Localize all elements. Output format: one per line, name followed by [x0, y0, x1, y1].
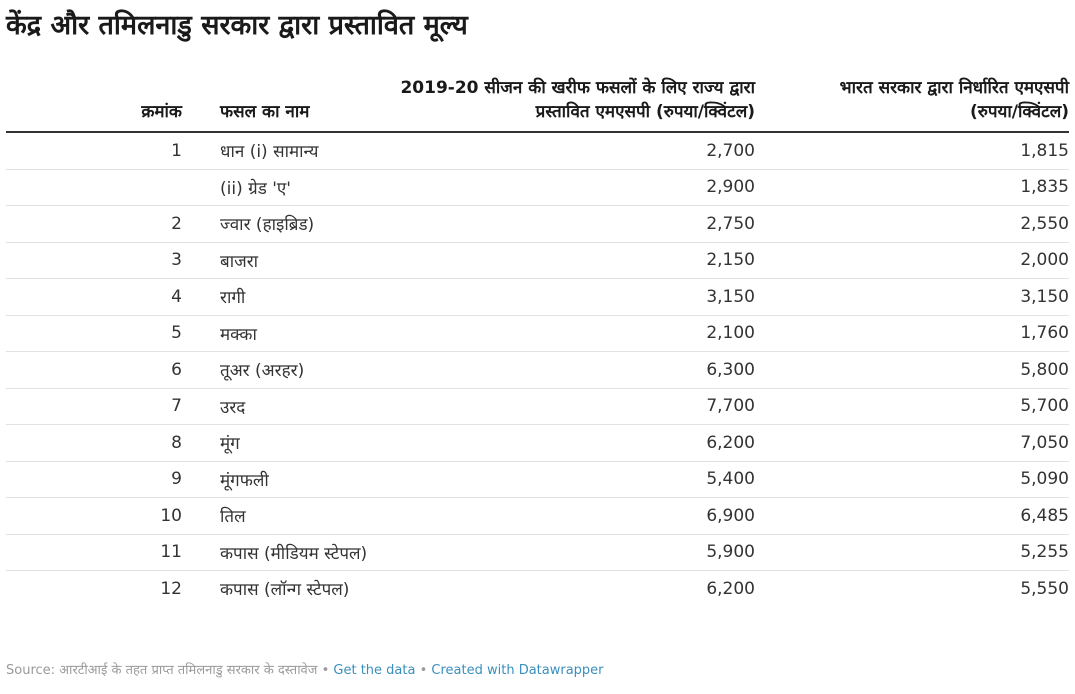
cell-state-msp: 6,900 — [620, 497, 755, 535]
footer-separator: • — [419, 663, 428, 678]
cell-state-msp: 6,300 — [620, 351, 755, 389]
cell-state-msp: 2,150 — [620, 242, 755, 279]
cell-state-msp: 7,700 — [620, 388, 755, 425]
cell-crop-name: मक्का — [220, 315, 620, 352]
cell-center-msp: 5,700 — [755, 388, 1069, 425]
table-row: 11 कपास (मीडियम स्टेपल) 5,900 5,255 — [6, 534, 1069, 571]
column-header-state-msp-text: 2019-20 सीजन की खरीफ फसलों के लिए राज्य … — [400, 78, 755, 122]
cell-spacer — [182, 315, 220, 352]
cell-spacer — [182, 461, 220, 498]
cell-state-msp: 5,900 — [620, 534, 755, 571]
cell-center-msp: 2,550 — [755, 205, 1069, 243]
column-header-state-msp[interactable]: 2019-20 सीजन की खरीफ फसलों के लिए राज्य … — [400, 76, 755, 133]
cell-center-msp: 1,760 — [755, 315, 1069, 352]
cell-crop-name: मूंगफली — [220, 461, 620, 498]
msp-table: क्रमांक फसल का नाम 2019-20 सीजन की खरीफ … — [6, 76, 1069, 607]
table-row: 3 बाजरा 2,150 2,000 — [6, 242, 1069, 279]
cell-spacer — [182, 242, 220, 279]
cell-crop-name: मूंग — [220, 424, 620, 462]
table-row: 6 तूअर (अरहर) 6,300 5,800 — [6, 351, 1069, 389]
cell-serial: 3 — [6, 242, 182, 279]
cell-crop-name: धान (i) सामान्य — [220, 132, 620, 170]
cell-state-msp: 6,200 — [620, 424, 755, 462]
cell-center-msp: 2,000 — [755, 242, 1069, 279]
cell-state-msp: 2,100 — [620, 315, 755, 352]
cell-center-msp: 5,255 — [755, 534, 1069, 571]
cell-serial: 12 — [160, 578, 182, 599]
cell-crop-name: कपास (मीडियम स्टेपल) — [220, 534, 620, 571]
table-row: 7 उरद 7,700 5,700 — [6, 388, 1069, 425]
cell-spacer — [182, 571, 220, 607]
cell-crop-name: उरद — [220, 388, 620, 425]
datawrapper-link[interactable]: Created with Datawrapper — [431, 663, 604, 678]
cell-center-msp: 1,815 — [755, 132, 1069, 170]
cell-center-msp: 5,550 — [1020, 578, 1069, 599]
cell-serial: 10 — [6, 497, 182, 535]
cell-serial: 7 — [6, 388, 182, 425]
cell-crop-name: (ii) ग्रेड 'ए' — [220, 169, 620, 206]
cell-center-msp: 3,150 — [755, 278, 1069, 316]
column-header-center-msp[interactable]: भारत सरकार द्वारा निर्धारित एमएसपी (रुपय… — [755, 76, 1069, 133]
table-row: 5 मक्का 2,100 1,760 — [6, 315, 1069, 352]
cell-serial: 8 — [6, 424, 182, 462]
cell-spacer — [182, 278, 220, 316]
cell-state-msp: 2,700 — [620, 132, 755, 170]
cell-center-msp: 7,050 — [755, 424, 1069, 462]
cell-center-msp: 6,485 — [755, 497, 1069, 535]
cell-spacer — [182, 132, 220, 170]
cell-center-msp: 5,800 — [755, 351, 1069, 389]
cell-crop-name: ज्वार (हाइब्रिड) — [220, 205, 620, 243]
cell-crop-name: रागी — [220, 278, 620, 316]
table-row: (ii) ग्रेड 'ए' 2,900 1,835 — [6, 169, 1069, 206]
cell-spacer — [182, 497, 220, 535]
source-note: Source: आरटीआई के तहत प्राप्त तमिलनाडु स… — [6, 663, 318, 678]
cell-serial: 11 — [6, 534, 182, 571]
cell-spacer — [182, 205, 220, 243]
cell-serial: 5 — [6, 315, 182, 352]
chart-title: केंद्र और तमिलनाडु सरकार द्वारा प्रस्ताव… — [6, 10, 468, 41]
cell-spacer — [182, 169, 220, 206]
cell-crop-name: तिल — [220, 497, 620, 535]
table-row: 2 ज्वार (हाइब्रिड) 2,750 2,550 — [6, 205, 1069, 243]
column-header-serial[interactable]: क्रमांक — [6, 76, 182, 133]
cell-crop-name: तूअर (अरहर) — [220, 351, 620, 389]
table-row: 8 मूंग 6,200 7,050 — [6, 424, 1069, 462]
cell-crop-name: बाजरा — [220, 242, 620, 279]
cell-state-msp: 6,200 — [706, 578, 755, 599]
column-spacer — [182, 76, 220, 133]
cell-center-msp: 1,835 — [755, 169, 1069, 206]
table-row: 1 धान (i) सामान्य 2,700 1,815 — [6, 132, 1069, 170]
cell-serial: 1 — [6, 132, 182, 170]
cell-serial — [6, 169, 182, 206]
cell-serial: 4 — [6, 278, 182, 316]
column-header-center-msp-text: भारत सरकार द्वारा निर्धारित एमएसपी (रुपय… — [839, 78, 1069, 122]
cell-serial: 9 — [6, 461, 182, 498]
table-row: 12 कपास (लॉन्ग स्टेपल) 6,200 5,550 — [6, 571, 1069, 607]
cell-crop-name: कपास (लॉन्ग स्टेपल) — [220, 580, 350, 601]
cell-serial: 2 — [6, 205, 182, 243]
cell-state-msp: 5,400 — [620, 461, 755, 498]
cell-state-msp: 3,150 — [620, 278, 755, 316]
table-row: 9 मूंगफली 5,400 5,090 — [6, 461, 1069, 498]
footer: Source: आरटीआई के तहत प्राप्त तमिलनाडु स… — [6, 660, 604, 678]
table-header-row: क्रमांक फसल का नाम 2019-20 सीजन की खरीफ … — [6, 76, 1069, 133]
table-body: 1 धान (i) सामान्य 2,700 1,815 (ii) ग्रेड 'ए'… — [6, 132, 1069, 607]
footer-separator: • — [321, 663, 330, 678]
cell-spacer — [182, 351, 220, 389]
cell-state-msp: 2,750 — [620, 205, 755, 243]
cell-spacer — [182, 534, 220, 571]
get-data-link[interactable]: Get the data — [333, 663, 416, 678]
cell-center-msp: 5,090 — [755, 461, 1069, 498]
cell-spacer — [182, 388, 220, 425]
table-row: 4 रागी 3,150 3,150 — [6, 278, 1069, 316]
cell-serial: 6 — [6, 351, 182, 389]
cell-spacer — [182, 424, 220, 462]
column-header-crop[interactable]: फसल का नाम — [220, 76, 620, 133]
table-row: 10 तिल 6,900 6,485 — [6, 497, 1069, 535]
cell-state-msp: 2,900 — [620, 169, 755, 206]
